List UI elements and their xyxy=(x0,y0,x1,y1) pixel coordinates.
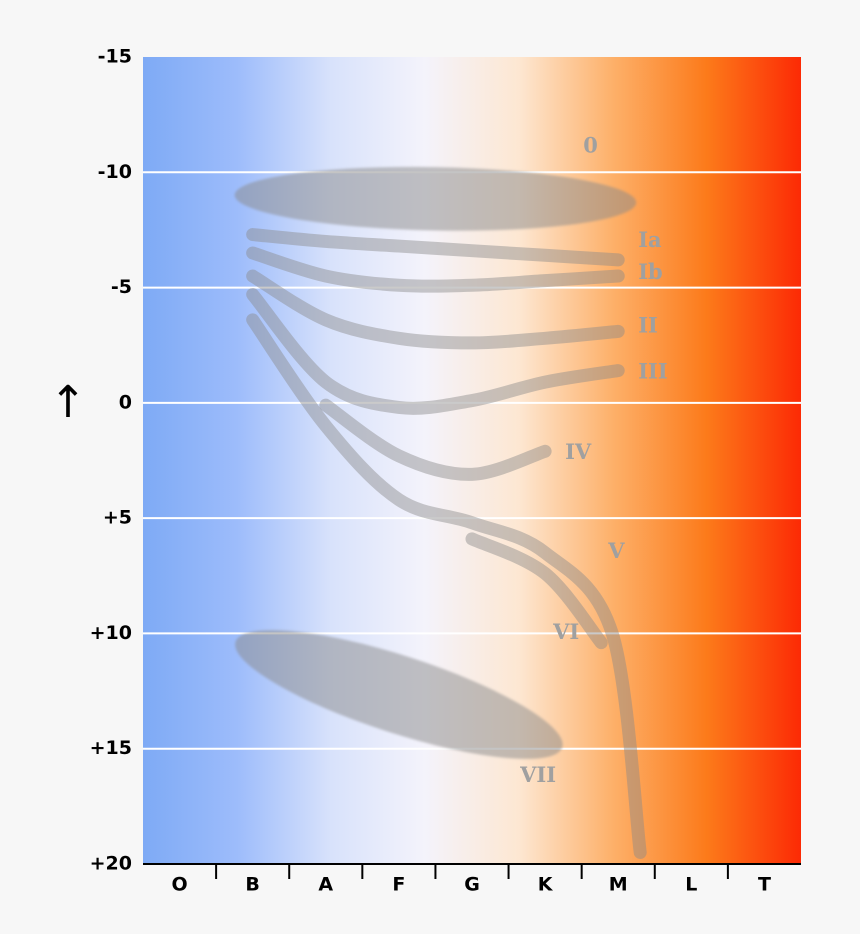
y-tick-label: 0 xyxy=(119,391,132,413)
x-tick-label: T xyxy=(758,874,771,896)
luminosity-class-II-band xyxy=(246,269,625,350)
x-tick-label: A xyxy=(318,874,333,896)
luminosity-class-label: Ib xyxy=(638,259,663,284)
luminosity-class-Ib-band xyxy=(246,246,625,293)
luminosity-bands xyxy=(234,166,647,859)
y-tick-label: +20 xyxy=(90,853,132,875)
luminosity-class-Ia-band xyxy=(246,228,625,267)
luminosity-class-label: II xyxy=(638,312,658,337)
x-tick-label: K xyxy=(538,874,554,896)
luminosity-class-IV-band xyxy=(319,398,552,481)
y-tick-label: +5 xyxy=(103,507,132,529)
luminosity-class-label: IV xyxy=(565,439,592,464)
y-axis-ticks: -15 -10 -5 0 +5 +10 +15 +20 xyxy=(90,46,132,875)
x-tick-label: O xyxy=(171,874,187,896)
x-tick-label: G xyxy=(464,874,480,896)
y-tick-label: +10 xyxy=(90,622,132,644)
y-tick-label: +15 xyxy=(90,737,132,759)
x-tick-label: B xyxy=(245,874,259,896)
luminosity-class-label: V xyxy=(607,538,625,563)
luminosity-class-label: 0 xyxy=(583,132,598,157)
luminosity-class-VI-band xyxy=(465,532,608,650)
y-tick-label: -10 xyxy=(98,161,132,183)
x-tick-label: F xyxy=(392,874,405,896)
y-tick-label: -15 xyxy=(98,46,132,68)
luminosity-class-label: III xyxy=(638,358,667,383)
luminosity-class-0-region xyxy=(234,166,637,231)
x-tick-label: M xyxy=(609,874,628,896)
y-tick-label: -5 xyxy=(111,276,132,298)
luminosity-class-label: Ia xyxy=(638,227,662,252)
luminosity-class-label: VI xyxy=(552,619,579,644)
y-axis-arrow-label: ↑ xyxy=(50,377,87,428)
luminosity-class-III-band xyxy=(246,287,625,415)
luminosity-class-VII-region xyxy=(235,630,563,759)
luminosity-class-label: VII xyxy=(519,762,556,787)
x-tick-label: L xyxy=(685,874,697,896)
luminosity-class-V-band xyxy=(246,313,647,859)
